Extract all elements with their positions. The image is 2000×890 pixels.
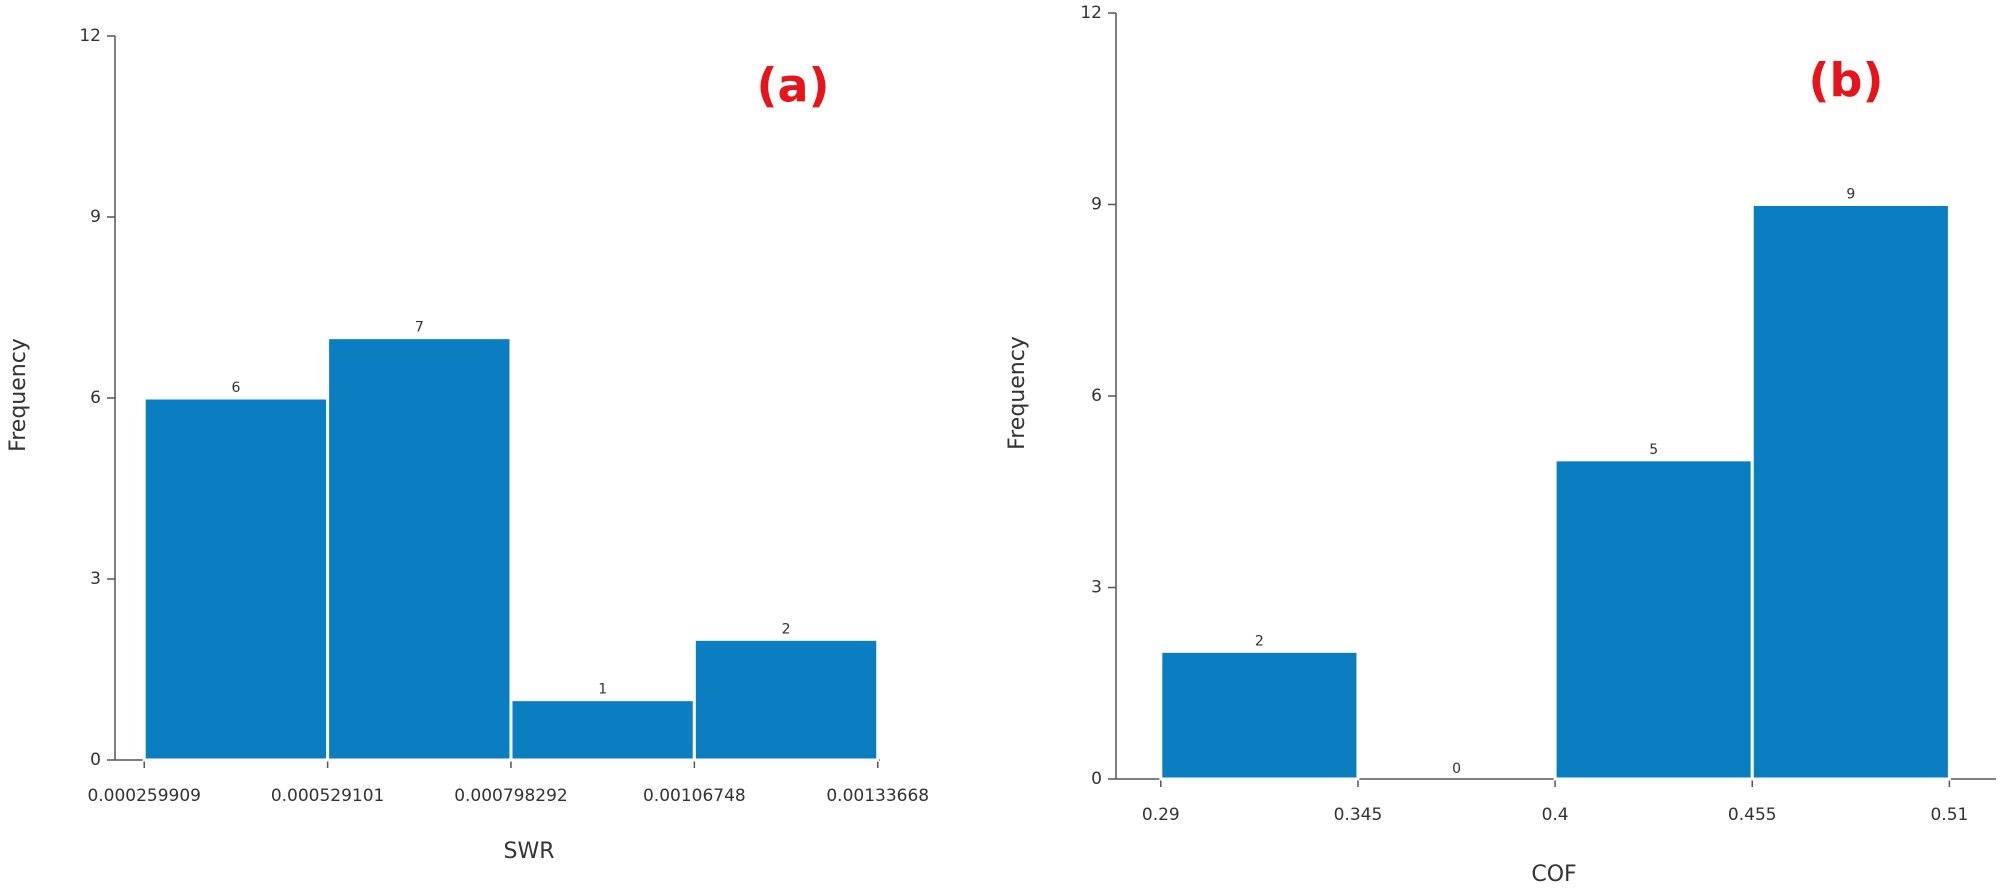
bar xyxy=(142,396,330,762)
y-tick-label: 6 xyxy=(90,388,101,408)
x-tick-label: 0.345 xyxy=(1334,805,1383,825)
panel-label: (a) xyxy=(756,59,829,113)
y-tick-label: 3 xyxy=(1091,578,1102,598)
data-label: 2 xyxy=(1255,633,1264,649)
x-axis-label: SWR xyxy=(503,839,554,864)
data-label: 2 xyxy=(782,621,791,637)
bar xyxy=(1159,649,1360,781)
y-tick-label: 9 xyxy=(1091,195,1102,215)
x-tick-label: 0.00133668 xyxy=(826,786,929,806)
data-label: 9 xyxy=(1846,187,1855,203)
x-tick-label: 0.4 xyxy=(1542,805,1569,825)
data-label: 0 xyxy=(1452,761,1461,777)
y-tick-label: 12 xyxy=(79,26,101,46)
bar xyxy=(692,637,880,762)
y-tick-label: 12 xyxy=(1080,3,1102,23)
bar xyxy=(1553,458,1754,781)
x-tick-label: 0.455 xyxy=(1728,805,1777,825)
x-tick-label: 0.29 xyxy=(1142,805,1180,825)
x-tick-label: 0.000798292 xyxy=(454,786,568,806)
x-tick-label: 0.00106748 xyxy=(643,786,746,806)
data-label: 7 xyxy=(415,320,424,336)
data-label: 6 xyxy=(231,380,240,396)
data-label: 5 xyxy=(1649,442,1658,458)
bar xyxy=(509,698,696,762)
x-tick-label: 0.51 xyxy=(1930,805,1968,825)
y-tick-label: 0 xyxy=(1091,769,1102,789)
data-label: 1 xyxy=(598,682,607,698)
y-tick-label: 9 xyxy=(90,207,101,227)
y-axis-label: Frequency xyxy=(6,338,31,452)
y-tick-label: 3 xyxy=(90,569,101,589)
panel-label: (b) xyxy=(1809,54,1884,108)
bar xyxy=(326,336,513,762)
x-tick-label: 0.000259909 xyxy=(87,786,201,806)
bar xyxy=(1750,203,1951,781)
y-axis-label: Frequency xyxy=(1005,336,1030,450)
x-tick-label: 0.000529101 xyxy=(271,786,385,806)
x-axis-label: COF xyxy=(1531,862,1576,887)
y-tick-label: 0 xyxy=(90,750,101,770)
y-tick-label: 6 xyxy=(1091,386,1102,406)
